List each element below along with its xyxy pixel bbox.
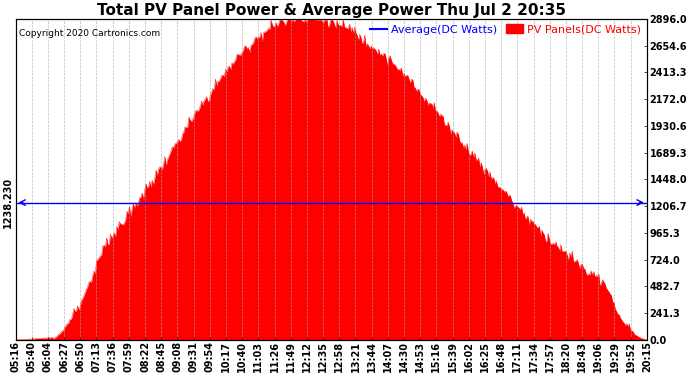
Text: Copyright 2020 Cartronics.com: Copyright 2020 Cartronics.com: [19, 28, 160, 38]
Title: Total PV Panel Power & Average Power Thu Jul 2 20:35: Total PV Panel Power & Average Power Thu…: [97, 3, 566, 18]
Legend: Average(DC Watts), PV Panels(DC Watts): Average(DC Watts), PV Panels(DC Watts): [370, 24, 641, 34]
